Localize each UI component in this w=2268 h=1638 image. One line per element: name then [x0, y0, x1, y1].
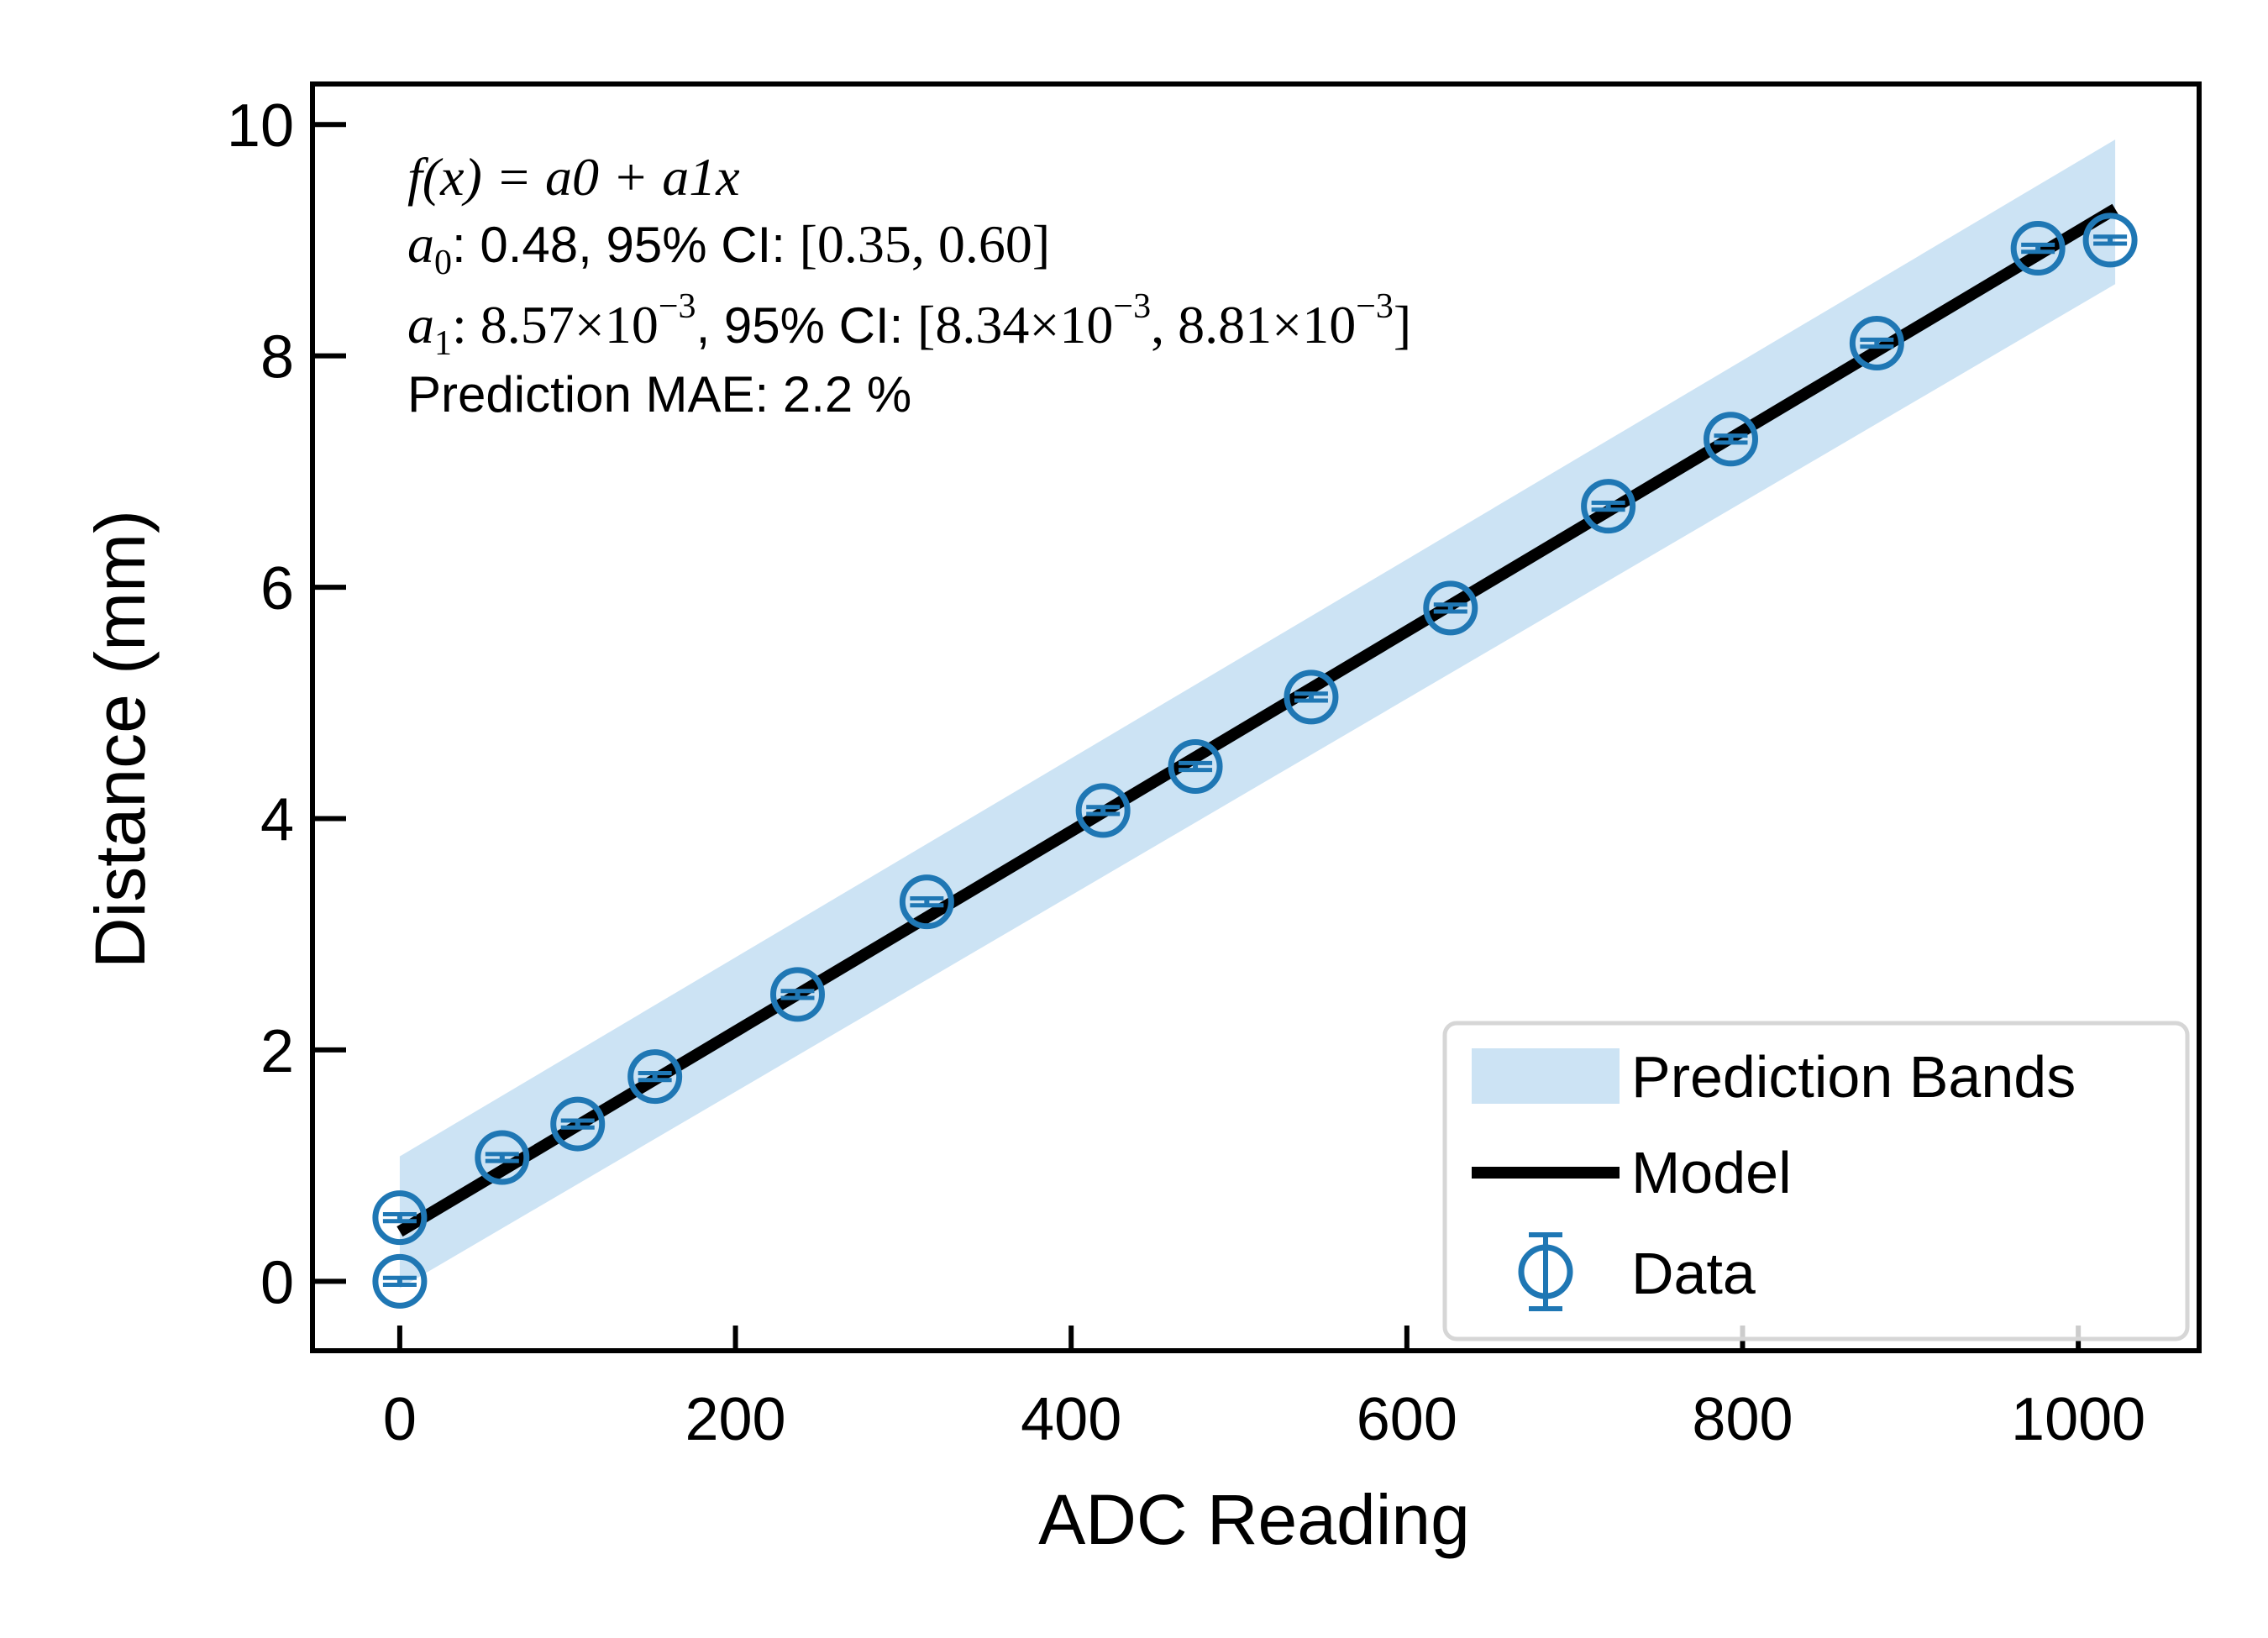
a0-interval: [0.35, 0.60]	[800, 214, 1051, 274]
a1-ci-high: , 8.81×10	[1151, 295, 1356, 354]
y-tick-label: 6	[260, 555, 294, 622]
a1-ci-low-exponent: −3	[1113, 287, 1151, 326]
legend-label-model: Model	[1631, 1140, 1792, 1205]
legend-label-data: Data	[1631, 1241, 1756, 1306]
data-point	[1703, 412, 1758, 467]
data-marker	[372, 1190, 428, 1246]
a1-ci-label: , 95% CI:	[696, 297, 917, 354]
plot-area	[372, 139, 2138, 1309]
x-tick-label: 200	[685, 1386, 785, 1453]
legend: Prediction Bands Model Data	[1442, 1021, 2190, 1341]
data-point	[2082, 213, 2138, 268]
model-formula: f(x) = a0 + a1x	[407, 147, 740, 207]
a0-estimate: a0: 0.48, 95% CI: [0.35, 0.60]	[407, 214, 1050, 282]
data-point	[550, 1096, 606, 1152]
prediction-mae: Prediction MAE: 2.2 %	[407, 366, 911, 423]
data-point	[1423, 580, 1478, 636]
y-tick-label: 0	[260, 1249, 294, 1316]
y-tick-label: 4	[260, 787, 294, 854]
x-tick-label: 0	[383, 1386, 417, 1453]
y-axis-label: Distance (mm)	[81, 510, 160, 969]
data-marker	[899, 874, 954, 930]
x-axis-label: ADC Reading	[1038, 1480, 1470, 1559]
data-marker	[1703, 412, 1758, 467]
data-marker	[475, 1130, 530, 1185]
x-tick-label: 600	[1357, 1386, 1457, 1453]
a1-exponent: −3	[659, 287, 696, 326]
data-marker	[1075, 783, 1131, 838]
data-point	[899, 874, 954, 930]
a1-subscript: 1	[434, 324, 452, 363]
data-marker	[627, 1049, 683, 1105]
a0-symbol: a	[407, 214, 434, 274]
legend-label-prediction-bands: Prediction Bands	[1631, 1044, 2076, 1110]
a1-symbol: a	[407, 295, 434, 354]
data-marker	[1423, 580, 1478, 636]
a0-estimate-text: : 0.48, 95% CI:	[452, 217, 800, 273]
x-tick-label: 1000	[2011, 1386, 2145, 1453]
fit-annotation: f(x) = a0 + a1x a0: 0.48, 95% CI: [0.35,…	[407, 147, 1411, 423]
data-marker	[1581, 479, 1636, 534]
data-point	[1581, 479, 1636, 534]
data-point	[372, 1253, 428, 1309]
data-point	[2010, 221, 2066, 276]
data-point	[1075, 783, 1131, 838]
data-point	[627, 1049, 683, 1105]
data-point	[1849, 315, 1904, 370]
x-tick-label: 400	[1021, 1386, 1121, 1453]
data-point	[769, 967, 825, 1022]
data-marker	[550, 1096, 606, 1152]
y-tick-label: 10	[227, 92, 294, 160]
data-point	[475, 1130, 530, 1185]
data-point	[1168, 739, 1223, 795]
model-line	[396, 203, 2118, 1237]
data-marker	[1284, 669, 1339, 725]
data-point	[1284, 669, 1339, 725]
data-marker	[1168, 739, 1223, 795]
y-tick-label: 2	[260, 1018, 294, 1085]
data-point	[372, 1190, 428, 1246]
y-ticks: 0 2 4 6 8 10	[227, 92, 346, 1316]
data-marker	[2082, 213, 2138, 268]
x-ticks: 0 200 400 600 800 1000	[383, 1326, 2145, 1453]
a1-ci-close: ]	[1394, 295, 1411, 354]
data-marker	[2010, 221, 2066, 276]
a1-estimate: a1: 8.57×10−3, 95% CI: [8.34×10−3, 8.81×…	[407, 287, 1411, 363]
legend-frame	[1442, 1021, 2190, 1341]
y-tick-label: 8	[260, 324, 294, 391]
plot-frame	[310, 81, 2202, 1353]
a1-mantissa: : 8.57×10	[452, 295, 659, 354]
legend-swatch-data	[1518, 1232, 1573, 1311]
x-tick-label: 800	[1692, 1386, 1793, 1453]
a1-ci-high-exponent: −3	[1356, 287, 1394, 326]
data-marker	[1849, 315, 1904, 370]
a1-ci-low: [8.34×10	[917, 295, 1113, 354]
data-points	[372, 213, 2138, 1309]
data-marker	[372, 1253, 428, 1309]
a0-subscript: 0	[434, 244, 452, 282]
data-marker	[769, 967, 825, 1022]
legend-swatch-prediction-bands	[1472, 1048, 1620, 1104]
